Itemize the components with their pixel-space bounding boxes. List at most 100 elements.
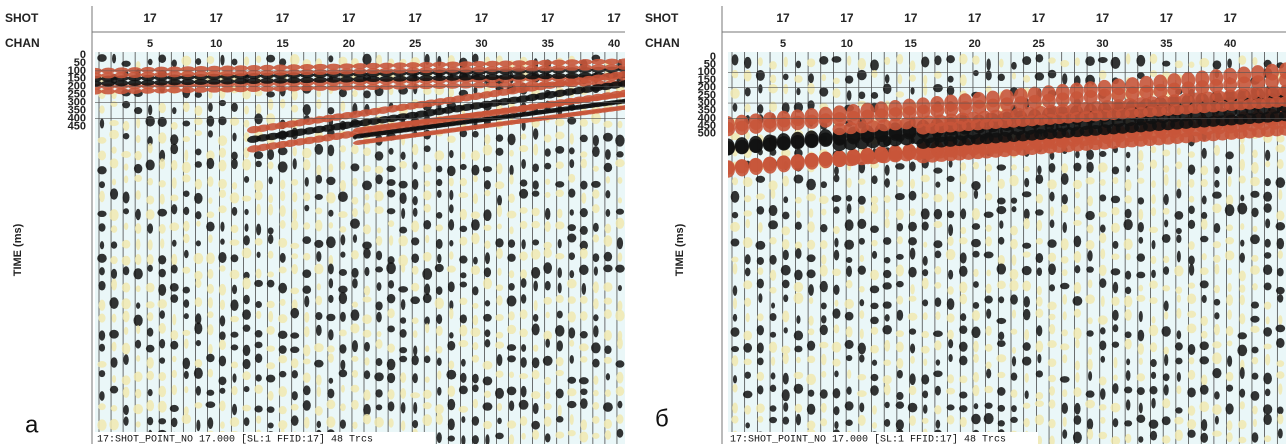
wiggle: [733, 263, 738, 275]
wiggle: [545, 433, 551, 442]
wiggle: [1213, 255, 1220, 263]
chan-value: 15: [905, 38, 917, 50]
wiggle: [857, 374, 866, 380]
wiggle: [159, 323, 166, 334]
wiggle: [1227, 268, 1232, 275]
wiggle: [857, 70, 867, 80]
wiggle: [158, 55, 166, 63]
wiggle: [795, 222, 802, 230]
wiggle: [947, 298, 955, 310]
wiggle: [158, 372, 166, 381]
wiggle: [315, 220, 322, 232]
wiggle: [808, 316, 813, 326]
wiggle: [556, 357, 564, 366]
wiggle: [743, 343, 752, 353]
wiggle: [569, 270, 574, 278]
wiggle: [947, 86, 954, 96]
wiggle: [219, 356, 226, 367]
shot-value: 17: [210, 11, 224, 25]
wiggle: [896, 209, 904, 221]
wiggle: [329, 164, 334, 173]
wiggle: [472, 416, 479, 426]
wiggle: [769, 255, 776, 265]
wiggle: [389, 235, 393, 246]
wiggle: [109, 419, 118, 430]
wiggle: [605, 389, 611, 397]
wiggle: [1250, 191, 1259, 198]
wiggle: [821, 315, 827, 323]
wiggle: [1188, 255, 1195, 264]
wiggle: [220, 300, 225, 310]
wiggle: [959, 342, 968, 352]
wiggle: [998, 179, 1005, 189]
wiggle: [1125, 287, 1131, 294]
wiggle: [1176, 385, 1181, 394]
wiggle: [984, 413, 994, 424]
wiggle: [1251, 162, 1259, 174]
wiggle: [1250, 316, 1259, 323]
wiggle: [169, 222, 179, 231]
wiggle: [1177, 179, 1181, 188]
wiggle: [97, 419, 106, 430]
wiggle: [1238, 420, 1247, 429]
wiggle: [732, 402, 738, 413]
wiggle: [743, 237, 753, 248]
wiggle: [820, 389, 828, 399]
wiggle: [1137, 330, 1144, 341]
wiggle: [545, 391, 551, 399]
wiggle: [1010, 294, 1018, 304]
wiggle: [1263, 343, 1271, 349]
wiggle: [412, 144, 418, 155]
wiggle: [1036, 54, 1044, 62]
wiggle: [267, 271, 274, 277]
wiggle: [195, 211, 201, 219]
chan-value: 5: [147, 38, 153, 50]
wiggle: [1087, 317, 1092, 324]
wiggle: [593, 375, 598, 384]
wiggle: [338, 192, 348, 202]
wiggle: [581, 419, 587, 430]
wiggle: [460, 314, 467, 323]
wiggle: [1227, 165, 1232, 174]
wiggle: [352, 422, 357, 430]
wiggle: [507, 211, 517, 219]
wiggle: [615, 265, 625, 273]
wiggle: [783, 402, 788, 412]
wiggle: [521, 386, 527, 397]
wiggle: [1200, 385, 1209, 395]
wiggle: [731, 238, 740, 246]
wiggle: [974, 189, 978, 199]
wiggle: [555, 221, 565, 229]
wiggle: [794, 75, 803, 83]
wiggle: [947, 330, 953, 340]
wiggle: [555, 181, 564, 188]
wiggle: [112, 54, 116, 64]
wiggle: [244, 106, 249, 115]
wiggle: [731, 191, 740, 203]
wiggle: [533, 281, 538, 292]
wiggle: [997, 281, 1006, 289]
wiggle: [196, 420, 200, 431]
wiggle: [1137, 373, 1145, 381]
wiggle: [196, 58, 202, 65]
wiggle: [351, 163, 360, 171]
wiggle: [184, 371, 189, 379]
wiggle: [1061, 173, 1069, 185]
wiggle: [109, 130, 119, 139]
wiggle: [1047, 239, 1056, 248]
wiggle: [485, 252, 490, 264]
wiggle: [1188, 283, 1195, 289]
wiggle: [412, 420, 418, 428]
wiggle: [1226, 326, 1234, 336]
wiggle: [1074, 309, 1081, 318]
wiggle: [292, 192, 297, 202]
wiggle: [1226, 294, 1233, 305]
wiggle: [972, 251, 979, 258]
wiggle: [219, 331, 225, 340]
wiggle: [1264, 178, 1271, 186]
wiggle: [1240, 143, 1245, 154]
wiggle: [533, 314, 538, 322]
wiggle: [1087, 196, 1093, 207]
wiggle: [580, 311, 588, 321]
wiggle: [1163, 373, 1170, 381]
